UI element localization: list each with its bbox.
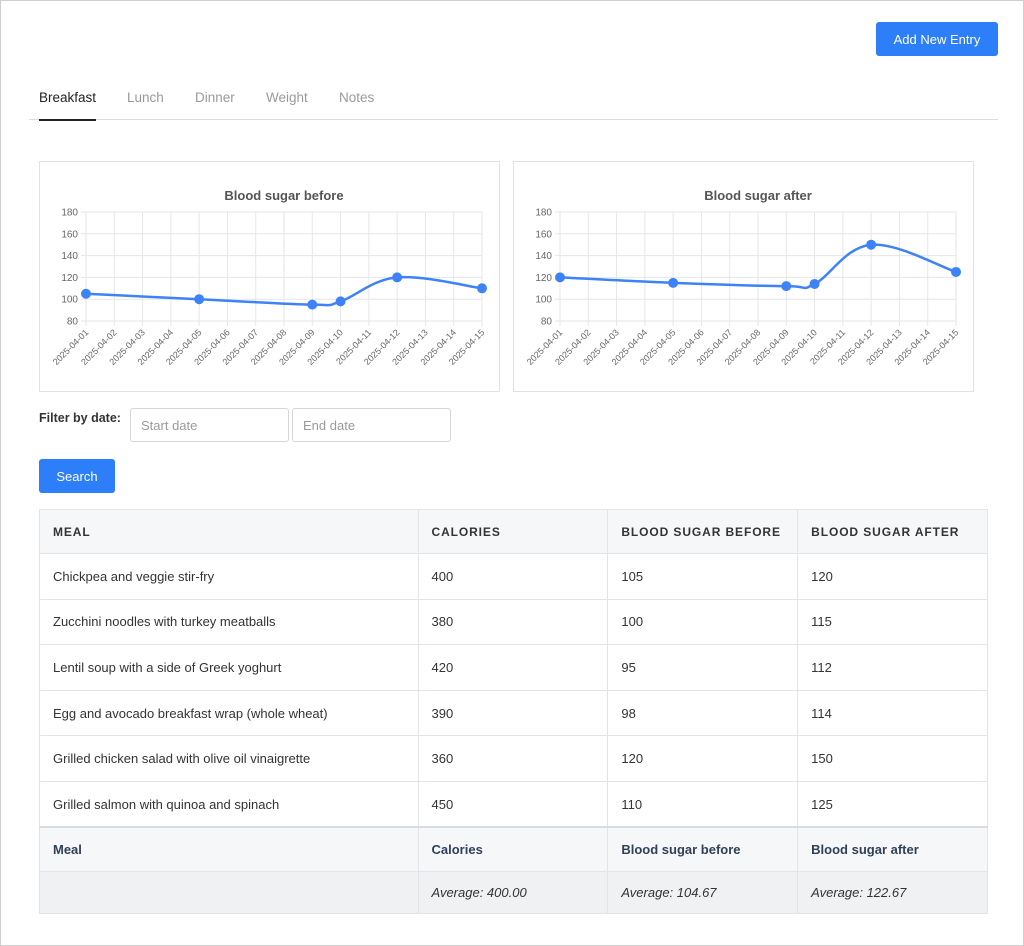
meal-tabs: Breakfast Lunch Dinner Weight Notes xyxy=(29,81,998,121)
table-footer-header-row: Meal Calories Blood sugar before Blood s… xyxy=(39,826,988,872)
chart-blood-sugar-after: Blood sugar after 80 100 120 140 160 180 2025-0… xyxy=(513,161,974,392)
column-header-blood-sugar-before[interactable]: Blood sugar before xyxy=(607,509,799,554)
table-average-row: Average: 400.00 Average: 104.67 Average:… xyxy=(39,870,988,914)
cell-blood-sugar-after: 150 xyxy=(797,735,988,782)
y-tick-label: 80 xyxy=(67,317,79,328)
cell-meal: Egg and avocado breakfast wrap (whole wh… xyxy=(39,689,419,737)
footer-header-blood-sugar-after: Blood sugar after xyxy=(797,826,988,872)
y-tick-label: 100 xyxy=(61,295,78,306)
cell-calories: 380 xyxy=(417,598,609,646)
average-calories: Average: 400.00 xyxy=(417,870,609,914)
y-tick-label: 160 xyxy=(535,229,552,240)
y-tick-label: 140 xyxy=(535,251,552,262)
cell-meal: Chickpea and veggie stir-fry xyxy=(39,553,419,600)
series-line xyxy=(559,243,957,290)
start-date-input[interactable] xyxy=(130,408,289,442)
y-tick-label: 120 xyxy=(535,273,552,284)
data-point xyxy=(951,266,961,277)
cell-blood-sugar-after: 112 xyxy=(797,644,988,691)
footer-header-meal: Meal xyxy=(39,826,419,872)
data-point xyxy=(866,239,877,250)
y-tick-label: 80 xyxy=(541,317,553,328)
data-point xyxy=(809,278,820,289)
cell-blood-sugar-after: 115 xyxy=(797,598,988,646)
chart-title: Blood sugar after xyxy=(704,188,812,203)
cell-blood-sugar-before: 95 xyxy=(607,644,799,691)
table-row[interactable]: Egg and avocado breakfast wrap (whole wh… xyxy=(39,689,988,737)
data-point xyxy=(307,299,318,310)
series-line xyxy=(85,275,483,307)
cell-blood-sugar-after: 125 xyxy=(797,780,988,828)
cell-calories: 360 xyxy=(417,735,609,782)
meals-table: Meal Calories Blood sugar before Blood s… xyxy=(39,509,988,914)
cell-blood-sugar-before: 105 xyxy=(607,553,799,600)
cell-calories: 400 xyxy=(417,553,609,600)
cell-blood-sugar-before: 110 xyxy=(607,780,799,828)
average-blood-sugar-after: Average: 122.67 xyxy=(797,870,988,914)
cell-calories: 390 xyxy=(417,689,609,737)
cell-blood-sugar-before: 98 xyxy=(607,689,799,737)
tab-dinner[interactable]: Dinner xyxy=(195,90,235,105)
table-row[interactable]: Zucchini noodles with turkey meatballs 3… xyxy=(39,598,988,646)
y-tick-label: 140 xyxy=(61,251,78,262)
cell-blood-sugar-after: 120 xyxy=(797,553,988,600)
y-tick-label: 120 xyxy=(61,273,78,284)
data-point xyxy=(335,296,346,307)
average-blood-sugar-before: Average: 104.67 xyxy=(607,870,799,914)
add-new-entry-button[interactable]: Add New Entry xyxy=(876,22,998,56)
cell-meal: Lentil soup with a side of Greek yoghurt xyxy=(39,644,419,691)
data-point xyxy=(392,272,403,283)
average-meal xyxy=(39,870,419,914)
cell-blood-sugar-before: 120 xyxy=(607,735,799,782)
chart-title: Blood sugar before xyxy=(224,188,343,203)
data-point xyxy=(555,272,565,283)
cell-meal: Zucchini noodles with turkey meatballs xyxy=(39,598,419,646)
column-header-meal[interactable]: Meal xyxy=(39,509,419,554)
column-header-calories[interactable]: Calories xyxy=(417,509,609,554)
column-header-blood-sugar-after[interactable]: Blood sugar after xyxy=(797,509,988,554)
data-point xyxy=(81,288,91,299)
table-row[interactable]: Chickpea and veggie stir-fry 400 105 120 xyxy=(39,553,988,600)
end-date-input[interactable] xyxy=(292,408,451,442)
cell-meal: Grilled chicken salad with olive oil vin… xyxy=(39,735,419,782)
tab-notes[interactable]: Notes xyxy=(339,90,375,105)
cell-calories: 450 xyxy=(417,780,609,828)
filter-label: Filter by date: xyxy=(39,411,121,425)
tab-lunch[interactable]: Lunch xyxy=(127,90,164,105)
data-point xyxy=(477,283,487,294)
cell-calories: 420 xyxy=(417,644,609,691)
data-point xyxy=(781,281,792,292)
y-tick-label: 180 xyxy=(535,208,552,219)
y-tick-label: 160 xyxy=(61,229,78,240)
cell-blood-sugar-before: 100 xyxy=(607,598,799,646)
table-row[interactable]: Lentil soup with a side of Greek yoghurt… xyxy=(39,644,988,691)
cell-blood-sugar-after: 114 xyxy=(797,689,988,737)
y-tick-label: 180 xyxy=(61,208,78,219)
footer-header-calories: Calories xyxy=(417,826,609,872)
y-tick-label: 100 xyxy=(535,295,552,306)
footer-header-blood-sugar-before: Blood sugar before xyxy=(607,826,799,872)
chart-svg-before: Blood sugar before801001201401601802025-… xyxy=(51,188,487,367)
cell-meal: Grilled salmon with quinoa and spinach xyxy=(39,780,419,828)
tab-breakfast[interactable]: Breakfast xyxy=(39,81,97,121)
chart-blood-sugar-before: Blood sugar before 80 100 120 140 160 180 2025-… xyxy=(39,161,500,392)
chart-svg-after: Blood sugar after801001201401601802025-0… xyxy=(525,188,961,367)
search-button[interactable]: Search xyxy=(39,459,115,493)
table-header-row: Meal Calories Blood sugar before Blood s… xyxy=(39,509,988,554)
table-row[interactable]: Grilled chicken salad with olive oil vin… xyxy=(39,735,988,782)
table-row[interactable]: Grilled salmon with quinoa and spinach 4… xyxy=(39,780,988,828)
data-point xyxy=(668,277,679,288)
data-point xyxy=(194,294,205,305)
tab-weight[interactable]: Weight xyxy=(266,90,308,105)
